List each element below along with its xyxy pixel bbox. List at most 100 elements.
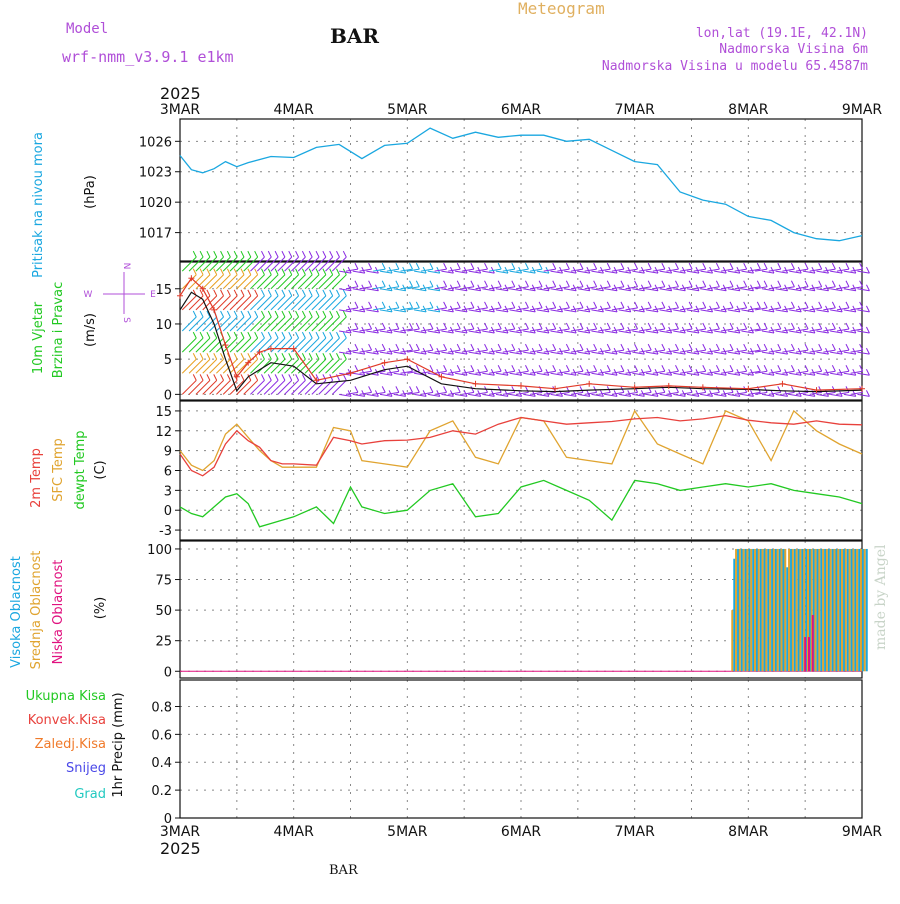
wind-barb — [741, 351, 754, 355]
wind-barb — [795, 286, 809, 290]
wind-barb-flag — [308, 289, 313, 297]
wind-barb — [236, 337, 252, 353]
wind-barb — [202, 337, 218, 353]
wind-barb — [836, 391, 850, 395]
wind-barb — [645, 270, 659, 274]
wind-barb — [502, 328, 515, 332]
wind-barb-flag — [322, 289, 327, 297]
wind-barb — [734, 370, 747, 374]
wind-barb — [823, 268, 836, 272]
wind-barb — [407, 268, 420, 272]
wind-barb-flag — [226, 374, 231, 381]
temperature-ytick-label: -3 — [159, 524, 172, 539]
wind-barb-flag — [606, 301, 611, 309]
wind-barb — [427, 351, 440, 355]
wind-barb — [366, 330, 379, 334]
wind-barb — [331, 337, 347, 353]
wind-barb-flag — [688, 365, 693, 372]
wind-barb-flag — [756, 365, 761, 372]
wind-barb — [209, 358, 224, 374]
wind-barb-flag — [497, 262, 502, 270]
cloud-ylabel-low: Niska Oblacnost — [51, 560, 66, 665]
wind-barb-flag — [831, 301, 836, 309]
wind-barb — [263, 256, 279, 272]
wind-barb — [823, 328, 836, 332]
wind-barb — [495, 288, 509, 292]
wind-barb-flag — [661, 322, 666, 330]
cloud-bar-low — [811, 615, 814, 672]
wind-barb-flag — [301, 289, 306, 297]
wind-barb — [366, 270, 379, 274]
wind-barb — [359, 286, 372, 290]
wind-barb — [605, 309, 618, 313]
wind-barb — [297, 256, 313, 272]
wind-barb — [850, 328, 863, 332]
x-tick-label-bottom: 8MAR — [728, 824, 769, 840]
wind-barb — [427, 330, 440, 334]
wind-barb-flag — [538, 365, 543, 372]
wind-barb — [311, 316, 327, 332]
wind-barb-flag — [233, 250, 238, 258]
wind-barb — [475, 328, 488, 332]
wind-barb — [809, 391, 822, 395]
wind-barb — [686, 288, 700, 292]
wind-barb-flag — [295, 289, 300, 297]
wind-barb — [461, 328, 474, 332]
wind-barb-flag — [647, 280, 652, 287]
wind-barb — [366, 309, 379, 313]
cloud-bar-high — [733, 558, 736, 672]
wind-barb — [482, 372, 495, 376]
wind-barb — [618, 393, 631, 397]
wind-barb-flag — [206, 331, 211, 339]
wind-barb-flag — [647, 262, 652, 270]
wind-barb — [857, 288, 870, 292]
wind-barb-flag — [274, 310, 279, 318]
wind-barb — [570, 349, 584, 353]
wind-barb-flag — [634, 343, 639, 351]
wind-barb — [543, 370, 556, 374]
wind-barb — [543, 391, 556, 395]
wind-barb — [427, 309, 440, 313]
wind-barb-flag — [497, 280, 502, 287]
wind-panel: 0 5 10 15 — [155, 250, 870, 403]
wind-barb-flag — [322, 331, 327, 339]
wind-barb-flag — [395, 280, 400, 287]
wind-barb — [857, 270, 870, 274]
wind-barb-flag — [415, 280, 420, 287]
elevation-label: Nadmorska Visina 6m — [719, 42, 868, 57]
wind-barb-flag — [818, 322, 823, 330]
wind-barb-flag — [688, 262, 693, 270]
wind-barb — [570, 370, 584, 374]
wind-barb-flag — [354, 262, 359, 270]
wind-barb — [598, 328, 611, 332]
compass-rose: N E S W — [84, 263, 157, 324]
wind-barb — [530, 268, 543, 272]
wind-barb — [475, 307, 488, 311]
wind-barb — [222, 380, 238, 395]
wind-barb — [618, 309, 631, 313]
wind-barb — [516, 268, 529, 272]
wind-barb-flag — [702, 262, 707, 270]
wind-barb — [393, 351, 406, 355]
wind-barb — [441, 270, 454, 274]
precip-legend-snow: Snijeg — [66, 761, 106, 776]
wind-barb — [304, 337, 320, 353]
wind-barb — [850, 349, 863, 353]
wind-barb-flag — [552, 262, 557, 270]
wind-barb — [775, 372, 788, 376]
wind-barbs — [181, 250, 870, 397]
wind-barb — [755, 370, 768, 374]
wind-barb — [789, 270, 802, 274]
wind-barb-flag — [777, 262, 782, 270]
wind-barb — [761, 288, 775, 292]
wind-barb — [720, 391, 734, 395]
wind-barb — [516, 391, 529, 395]
wind-barb-flag — [274, 268, 279, 275]
wind-barb — [843, 330, 856, 334]
wind-barb-flag — [579, 280, 584, 287]
wind-barb — [720, 307, 734, 311]
wind-barb — [680, 349, 693, 353]
wind-barb-flag — [315, 353, 320, 360]
wind-barb-flag — [261, 268, 265, 275]
wind-barb — [530, 391, 543, 395]
